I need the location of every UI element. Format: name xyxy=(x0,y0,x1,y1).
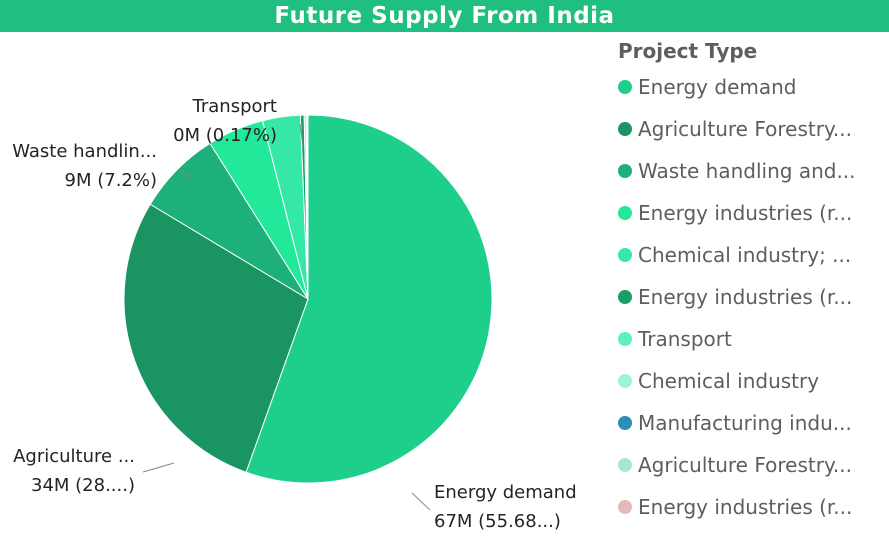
legend-swatch-icon xyxy=(618,80,632,94)
legend-label: Agriculture Forestry... xyxy=(638,117,853,141)
legend-label: Chemical industry xyxy=(638,369,820,393)
legend-label: Waste handling and... xyxy=(638,159,856,183)
data-label-category: Transport xyxy=(192,96,277,117)
legend-item[interactable]: Energy industries (r... xyxy=(618,276,886,318)
legend-item[interactable]: Agriculture Forestry... xyxy=(618,108,886,150)
legend-item[interactable]: Energy industries (r... xyxy=(618,486,886,528)
legend-item[interactable]: Waste handling and... xyxy=(618,150,886,192)
legend-swatch-icon xyxy=(618,122,632,136)
leader-line xyxy=(179,168,194,181)
pie-slice[interactable] xyxy=(245,114,493,484)
legend: Project Type Energy demand Agriculture Fo… xyxy=(618,36,886,528)
legend-label: Transport xyxy=(638,327,732,351)
legend-item[interactable]: Manufacturing indu... xyxy=(618,402,886,444)
legend-item[interactable]: Energy demand xyxy=(618,66,886,108)
legend-swatch-icon xyxy=(618,206,632,220)
legend-swatch-icon xyxy=(618,332,632,346)
legend-swatch-icon xyxy=(618,374,632,388)
legend-label: Energy demand xyxy=(638,75,797,99)
legend-swatch-icon xyxy=(618,458,632,472)
legend-label: Energy industries (r... xyxy=(638,201,853,225)
legend-swatch-icon xyxy=(618,164,632,178)
legend-label: Manufacturing indu... xyxy=(638,411,852,435)
legend-item[interactable]: Transport xyxy=(618,318,886,360)
data-label-value: 0M (0.17%) xyxy=(173,125,277,146)
data-label-value: 34M (28....) xyxy=(31,475,135,496)
legend-label: Chemical industry; ... xyxy=(638,243,852,267)
data-label-value: 9M (7.2%) xyxy=(65,170,157,191)
legend-label: Energy industries (r... xyxy=(638,495,853,519)
legend-swatch-icon xyxy=(618,500,632,514)
data-label-value: 67M (55.68...) xyxy=(434,511,561,532)
legend-item[interactable]: Chemical industry xyxy=(618,360,886,402)
data-label-category: Agriculture ... xyxy=(13,446,135,467)
legend-swatch-icon xyxy=(618,248,632,262)
legend-title: Project Type xyxy=(618,39,758,63)
leader-line xyxy=(299,123,304,148)
leader-line xyxy=(411,492,431,511)
data-label-category: Waste handlin... xyxy=(12,141,157,162)
leader-line xyxy=(142,462,175,473)
chart-title: Future Supply From India xyxy=(0,0,889,32)
pie-chart: Energy demand 67M (55.68...) Agriculture .… xyxy=(12,96,577,532)
data-label-category: Energy demand xyxy=(434,482,577,503)
legend-item[interactable]: Energy industries (r... xyxy=(618,192,886,234)
legend-label: Energy industries (r... xyxy=(638,285,853,309)
legend-swatch-icon xyxy=(618,290,632,304)
legend-label: Agriculture Forestry... xyxy=(638,453,853,477)
pie-slice[interactable] xyxy=(123,203,309,473)
legend-swatch-icon xyxy=(618,416,632,430)
legend-item[interactable]: Chemical industry; ... xyxy=(618,234,886,276)
legend-item[interactable]: Agriculture Forestry... xyxy=(618,444,886,486)
